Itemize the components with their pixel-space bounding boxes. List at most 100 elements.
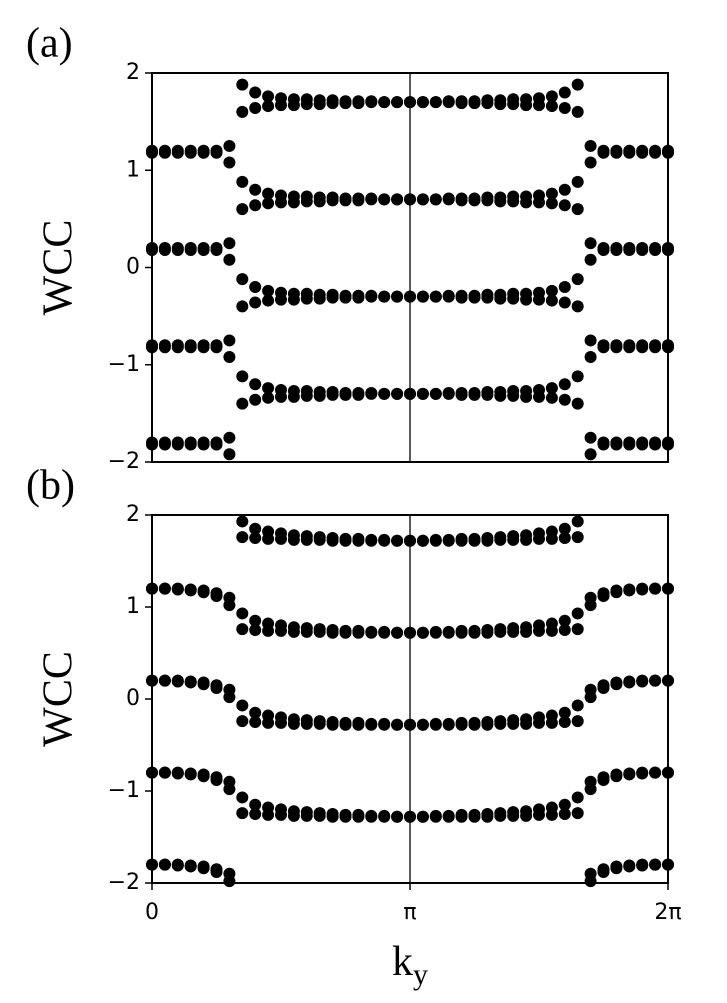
point <box>197 243 210 256</box>
point <box>326 626 339 639</box>
point <box>558 716 571 728</box>
point <box>584 431 597 444</box>
point <box>236 807 249 820</box>
point <box>197 586 210 599</box>
point <box>623 341 636 354</box>
point <box>481 534 494 547</box>
x-axis-label-main: k <box>392 939 413 985</box>
point <box>571 791 584 804</box>
point <box>558 199 571 212</box>
point <box>404 96 416 109</box>
point <box>558 624 571 636</box>
point <box>636 859 649 872</box>
point <box>391 810 404 823</box>
point <box>326 388 339 401</box>
panel: (a) WCC −2 −1 0 1 2 <box>26 21 674 474</box>
point <box>571 807 584 820</box>
point <box>571 531 584 544</box>
point <box>236 515 249 528</box>
point <box>416 534 429 547</box>
panel: (b) WCC −2 −1 0 1 2 0 π 2π ky <box>26 463 682 991</box>
point <box>184 146 197 159</box>
point <box>558 280 571 293</box>
point <box>533 532 545 545</box>
point <box>610 146 623 159</box>
point <box>507 292 520 305</box>
point <box>481 626 494 639</box>
point <box>416 810 429 823</box>
point <box>184 768 197 781</box>
point <box>584 448 597 461</box>
point <box>520 99 533 112</box>
point <box>249 102 262 115</box>
point <box>429 534 442 547</box>
x-tick-label: 2π <box>654 900 681 925</box>
point <box>468 388 481 401</box>
point <box>378 718 391 731</box>
point <box>584 334 597 347</box>
point <box>236 397 249 410</box>
point <box>262 624 275 637</box>
point <box>571 699 584 712</box>
point <box>339 291 352 304</box>
point <box>533 196 545 209</box>
point <box>210 243 223 256</box>
point <box>571 78 584 91</box>
point <box>236 699 249 712</box>
point <box>378 96 391 109</box>
point <box>378 387 391 400</box>
point <box>236 791 249 804</box>
x-tick-label: π <box>403 900 416 925</box>
point <box>481 291 494 304</box>
point <box>455 388 468 401</box>
point <box>275 624 287 637</box>
point <box>416 718 429 731</box>
point <box>339 97 352 110</box>
point <box>249 522 262 535</box>
point <box>649 146 662 159</box>
point <box>158 243 171 256</box>
point <box>584 691 597 704</box>
point <box>404 718 416 731</box>
point <box>184 860 197 873</box>
point <box>313 195 326 208</box>
point <box>210 589 223 602</box>
point <box>597 589 610 602</box>
point <box>223 253 236 266</box>
point <box>223 691 236 704</box>
point <box>558 798 571 811</box>
point <box>171 675 184 688</box>
point <box>404 626 416 639</box>
point <box>597 146 610 159</box>
point <box>494 533 507 546</box>
point <box>571 105 584 118</box>
point <box>571 623 584 636</box>
point <box>378 534 391 547</box>
point <box>236 78 249 91</box>
point <box>184 341 197 354</box>
point <box>404 193 416 206</box>
point <box>404 387 416 400</box>
point <box>171 767 184 780</box>
point <box>313 292 326 305</box>
point <box>378 193 391 206</box>
point <box>494 195 507 208</box>
point <box>571 397 584 410</box>
point <box>545 532 558 545</box>
point <box>287 625 300 638</box>
point <box>249 716 262 728</box>
point <box>520 293 533 306</box>
point <box>571 515 584 528</box>
point <box>442 534 455 547</box>
point <box>300 98 313 111</box>
point <box>507 98 520 111</box>
point <box>262 391 275 404</box>
point <box>326 534 339 547</box>
y-tick-label: −2 <box>108 449 140 474</box>
point <box>262 187 275 200</box>
point <box>223 156 236 169</box>
point <box>558 296 571 309</box>
point <box>236 607 249 620</box>
point <box>494 809 507 822</box>
x-axis-label-sub: y <box>413 958 428 991</box>
